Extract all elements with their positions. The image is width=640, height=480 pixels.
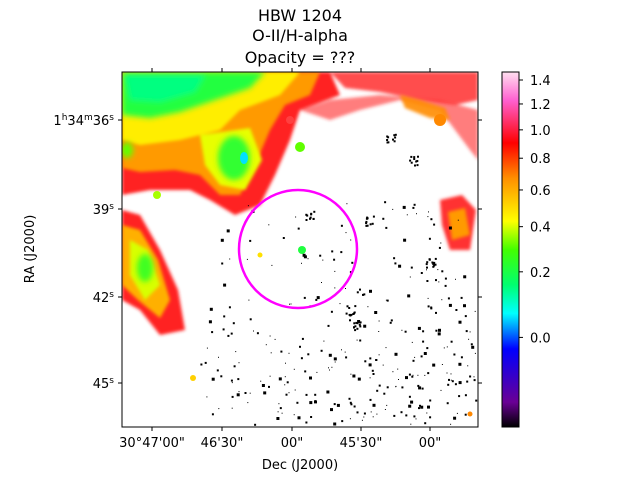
x-tick-label: 00" [281,436,304,451]
colorbar: 0.0 0.2 0.4 0.6 0.8 1.0 1.2 1.4 [501,71,551,428]
aperture-circle [237,188,359,310]
x-tick-label: 00" [419,436,442,451]
colorbar-tick-label: 1.0 [530,124,551,139]
y-axis: 1h34m36s 39s 42s 45s RA (J2000) [23,113,482,392]
chart-title-line-2: O-II/H-alpha [252,26,348,45]
y-tick-label: 1h34m36s [53,113,114,129]
cyan-knot [240,152,248,164]
colorbar-tick-label: 0.4 [530,221,551,236]
y-axis-label: RA (J2000) [23,215,38,284]
colorbar-tick-label: 1.2 [530,98,551,113]
colorbar-tick-label: 0.8 [530,152,551,167]
heatmap-image [122,72,478,427]
colorbar-gradient [502,72,519,427]
chart-title-line-1: HBW 1204 [257,6,343,25]
x-tick-label: 46'30" [201,436,244,451]
colorbar-ticks: 0.0 0.2 0.4 0.6 0.8 1.0 1.2 1.4 [519,74,551,346]
y-tick-label: 42s [93,290,115,306]
x-axis-label: Dec (J2000) [262,458,338,473]
colorbar-tick-label: 0.0 [530,331,551,346]
colorbar-tick-label: 0.2 [530,266,551,281]
x-tick-label: 30°47'00" [119,436,185,451]
plot-frame [121,71,479,428]
noise-pixels [200,133,478,426]
colorbar-tick-label: 1.4 [530,74,551,89]
x-tick-label: 45'30" [340,436,383,451]
y-tick-label: 39s [93,202,115,218]
chart-title-line-3: Opacity = ??? [244,48,356,67]
colorbar-tick-label: 0.6 [530,184,551,199]
x-axis: 30°47'00" 46'30" 00" 45'30" 00" Dec (J20… [119,68,441,473]
y-tick-label: 45s [93,376,115,392]
